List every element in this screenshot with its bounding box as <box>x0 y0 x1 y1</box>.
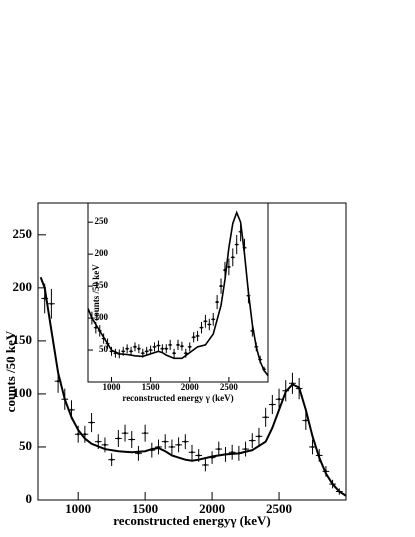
y-tick-label: 250 <box>95 216 109 226</box>
data-point <box>117 437 120 440</box>
data-point <box>231 256 234 259</box>
data-point <box>170 445 174 449</box>
x-tick-label: 1000 <box>102 382 121 392</box>
data-point <box>188 345 191 349</box>
data-point <box>251 439 254 442</box>
data-point <box>145 350 148 353</box>
x-tick-label: 1500 <box>132 501 158 516</box>
data-point <box>143 431 147 435</box>
x-tick-label: 1500 <box>142 382 161 392</box>
data-point <box>168 343 172 347</box>
data-point <box>227 265 231 269</box>
data-point <box>157 344 160 347</box>
data-point <box>311 445 314 449</box>
data-point <box>90 421 93 424</box>
data-point <box>172 352 176 355</box>
data-point <box>192 336 195 339</box>
x-tick-label: 2500 <box>220 382 239 392</box>
y-tick-label: 200 <box>95 248 109 258</box>
data-point <box>200 326 203 329</box>
data-point <box>50 302 53 305</box>
data-point <box>125 347 129 350</box>
data-point <box>153 345 156 349</box>
y-tick-label: 250 <box>13 226 33 241</box>
data-point <box>103 443 107 447</box>
y-tick-label: 50 <box>99 344 109 354</box>
x-axis-title: reconstructed energyγ (keV) <box>113 513 270 528</box>
x-tick-label: 2000 <box>181 382 200 392</box>
plot-frame <box>87 202 269 383</box>
y-tick-label: 150 <box>95 280 109 290</box>
data-point <box>94 326 98 329</box>
data-point <box>164 440 167 443</box>
data-point <box>122 350 125 353</box>
x-axis-title: reconstructed energy γ (keV) <box>122 393 233 403</box>
data-point <box>264 416 267 419</box>
data-point <box>184 440 187 443</box>
x-tick-label: 2500 <box>266 501 292 516</box>
y-tick-label: 0 <box>26 491 33 506</box>
data-point <box>235 243 238 246</box>
data-point <box>137 347 141 350</box>
data-point <box>215 300 219 304</box>
y-tick-label: 200 <box>13 279 33 294</box>
data-point <box>197 454 200 457</box>
data-point <box>161 347 164 350</box>
data-point <box>123 431 127 435</box>
data-point <box>190 451 194 454</box>
data-point <box>110 458 113 461</box>
data-point <box>208 323 211 326</box>
data-point <box>177 443 180 447</box>
data-point <box>133 345 137 349</box>
x-tick-label: 1000 <box>65 501 91 516</box>
data-point <box>176 343 180 347</box>
data-point <box>97 440 100 443</box>
data-point <box>219 284 223 288</box>
data-point <box>217 447 220 451</box>
data-point <box>196 334 199 338</box>
data-point <box>257 435 261 438</box>
data-point <box>70 408 73 412</box>
data-point <box>141 352 144 355</box>
y-tick-label: 100 <box>13 385 33 400</box>
data-point <box>271 403 274 406</box>
data-point <box>304 419 308 422</box>
data-point <box>204 320 207 323</box>
data-point <box>83 433 87 436</box>
x-tick-label: 2000 <box>199 501 225 516</box>
inset-chart: 1000 1500 2000 2500 50 100 150 200 250 reconstruc… <box>87 202 269 403</box>
data-point <box>76 433 80 436</box>
data-point <box>180 345 184 348</box>
y-tick-label: 100 <box>95 312 109 322</box>
data-point <box>165 347 168 350</box>
data-point <box>149 348 152 352</box>
data-point <box>129 350 133 353</box>
y-axis-title: counts /50 keV <box>3 330 18 412</box>
fit-curve <box>87 210 269 377</box>
fit-curve <box>39 276 347 497</box>
data-point <box>277 398 281 401</box>
data-point <box>212 318 215 321</box>
data-point <box>244 447 247 451</box>
data-point <box>56 380 60 383</box>
y-tick-label: 150 <box>13 332 33 347</box>
y-axis-title: counts /50 keV <box>91 264 101 321</box>
data-point <box>130 438 133 441</box>
data-point <box>204 463 207 467</box>
y-tick-label: 50 <box>19 438 32 453</box>
data-point <box>184 352 188 355</box>
